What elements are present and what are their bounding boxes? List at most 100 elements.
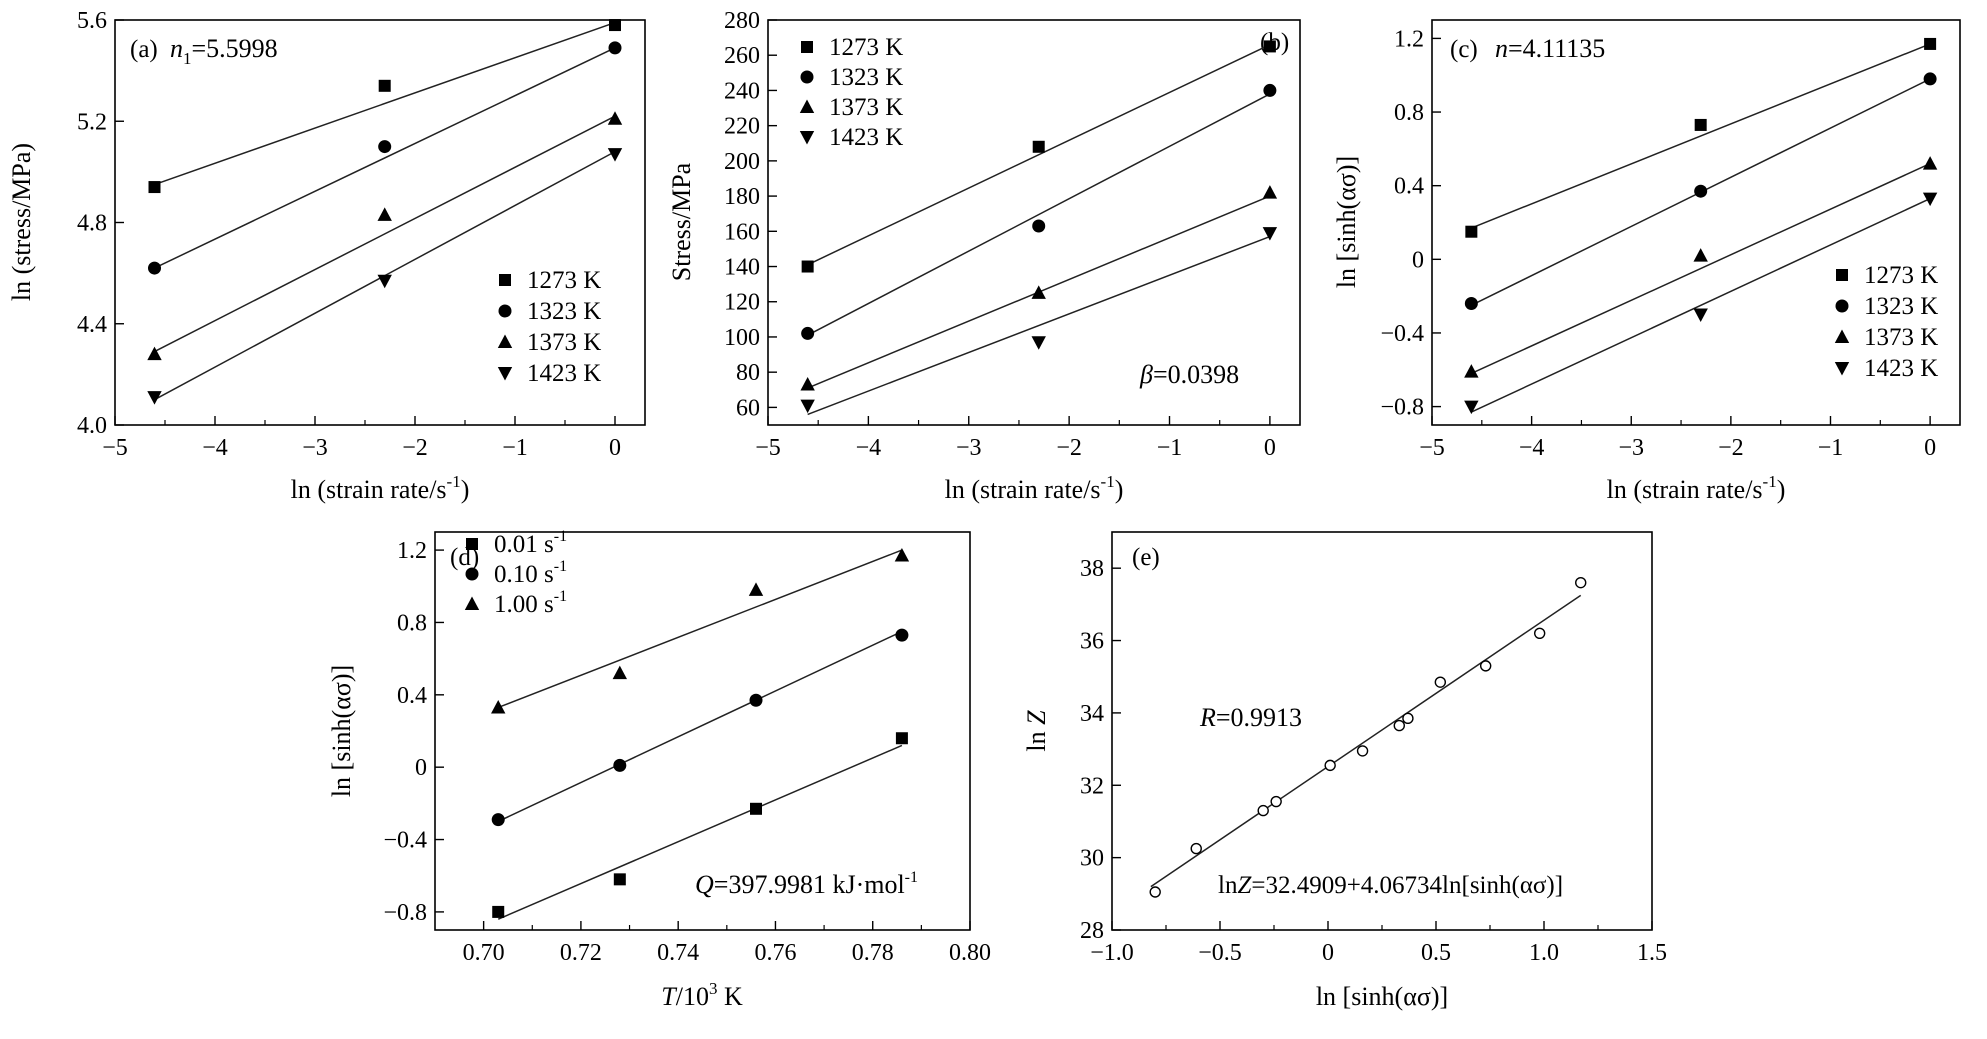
series-2	[1464, 72, 1937, 310]
data-point	[148, 261, 161, 275]
data-point	[1479, 660, 1492, 672]
chart-panel-e: −1.0 −0.5 0 0.5 1.0 1.5 28 30 32 34 36 38 ln [sinh(α…	[1022, 531, 1667, 1011]
series-3	[491, 548, 910, 714]
data-point	[1031, 285, 1046, 299]
x-tick-label: −5	[755, 435, 781, 461]
legend-marker	[466, 538, 478, 550]
fit-line	[807, 93, 1271, 336]
y-tick-label: 0.8	[1394, 100, 1424, 126]
x-tick-label: −4	[1519, 435, 1545, 461]
x-tick-label: −5	[102, 435, 128, 461]
x-tick-label: −2	[402, 435, 428, 461]
x-axis-label: ln (strain rate/s-1)	[291, 472, 470, 504]
legend: 0.01 s-10.10 s-11.00 s-1	[464, 528, 567, 618]
data-point	[1257, 804, 1269, 817]
legend-label: 1373 K	[829, 94, 903, 121]
legend-label: 1423 K	[1864, 355, 1938, 382]
data-point	[607, 148, 623, 162]
legend-marker	[499, 274, 511, 286]
legend-label: 1373 K	[1864, 324, 1938, 351]
x-tick-label: −5	[1419, 435, 1445, 461]
legend-label: 1273 K	[527, 267, 601, 294]
legend-marker	[1834, 329, 1850, 343]
fit-line	[1150, 594, 1582, 888]
y-axis-label: ln [sinh(ασ)]	[327, 665, 356, 797]
data-point	[377, 274, 392, 289]
series-3	[147, 111, 623, 361]
data-point	[147, 346, 162, 361]
data-point	[1263, 83, 1277, 97]
legend-marker	[1836, 269, 1848, 281]
y-tick-label: 200	[724, 149, 760, 175]
y-tick-label: 220	[724, 114, 760, 140]
fit-line	[154, 21, 616, 186]
legend-marker	[1835, 299, 1849, 313]
x-tick-label: 0.72	[560, 940, 602, 966]
x-tick-label: 0.78	[852, 940, 894, 966]
data-point	[801, 260, 814, 273]
data-point	[800, 399, 815, 414]
fit-line	[1471, 162, 1931, 375]
fit-line	[1471, 43, 1931, 229]
x-tick-label: −1	[502, 435, 528, 461]
y-axis-label: Stress/MPa	[667, 162, 696, 281]
data-point	[1923, 72, 1937, 86]
annotation-text: n=4.11135	[1495, 34, 1605, 63]
chart-panel-c: −5 −4 −3 −2 −1 0 −0.8 −0.4 0 0.4 0.8 1.2 ln (strain …	[1332, 19, 1961, 504]
plot-frame	[1111, 531, 1653, 931]
y-tick-label: 80	[736, 360, 760, 386]
data-point	[613, 758, 627, 772]
data-point	[1149, 886, 1161, 898]
y-tick-label: 120	[724, 290, 760, 316]
x-tick-label: −2	[1056, 435, 1082, 461]
y-tick-label: 240	[724, 78, 760, 104]
y-tick-label: 32	[1080, 773, 1104, 799]
legend-label: 1373 K	[527, 329, 601, 356]
x-tick-label: −4	[856, 435, 882, 461]
y-tick-label: 180	[724, 184, 760, 210]
data-point	[1032, 140, 1045, 153]
y-tick-label: 1.2	[1394, 26, 1424, 52]
data-point	[1464, 400, 1479, 415]
y-axis-label: ln (stress/MPa)	[7, 143, 36, 301]
legend-marker	[498, 304, 512, 318]
data-point	[378, 79, 391, 92]
fit-line	[1471, 197, 1931, 413]
legend-label: 1323 K	[527, 298, 601, 325]
chart-panel-a: −5 −4 −3 −2 −1 0 4.0 4.4 4.8 5.2 5.6 ln (strain rat…	[7, 8, 646, 504]
annotation-text: R=0.9913	[1199, 703, 1302, 732]
x-axis-label: ln [sinh(ασ)]	[1316, 982, 1448, 1011]
legend: 1273 K 1323 K 1373 K 1423 K	[799, 34, 903, 151]
y-tick-label: 34	[1080, 701, 1104, 727]
x-axis-label: T/103 K	[661, 979, 743, 1011]
legend-label: 1.00 s-1	[494, 588, 567, 618]
data-point	[1031, 336, 1046, 350]
y-tick-label: 0	[1412, 247, 1424, 273]
y-tick-label: 1.2	[397, 538, 427, 564]
x-tick-label: 0	[1924, 435, 1936, 461]
data-point	[1356, 745, 1369, 757]
x-tick-label: 0	[1264, 435, 1276, 461]
x-tick-label: 0.80	[949, 940, 991, 966]
data-point	[1032, 219, 1046, 233]
legend-marker	[799, 131, 815, 145]
series-1	[1465, 37, 1937, 238]
data-point	[750, 802, 762, 815]
legend-label: 1273 K	[829, 34, 903, 61]
y-tick-label: 100	[724, 325, 760, 351]
series-2	[491, 628, 909, 827]
series-1	[1149, 576, 1587, 898]
fit-line	[154, 115, 616, 353]
data-point	[1693, 248, 1708, 262]
data-point	[1402, 712, 1414, 725]
data-point	[492, 905, 505, 918]
legend-label: 1323 K	[1864, 293, 1938, 320]
series-3	[800, 185, 1278, 391]
y-tick-label: 0.4	[1394, 174, 1424, 200]
annotation-text: n1=5.5998	[170, 34, 278, 68]
data-point	[612, 665, 628, 680]
y-tick-label: 38	[1080, 556, 1104, 582]
legend-marker	[497, 367, 513, 381]
